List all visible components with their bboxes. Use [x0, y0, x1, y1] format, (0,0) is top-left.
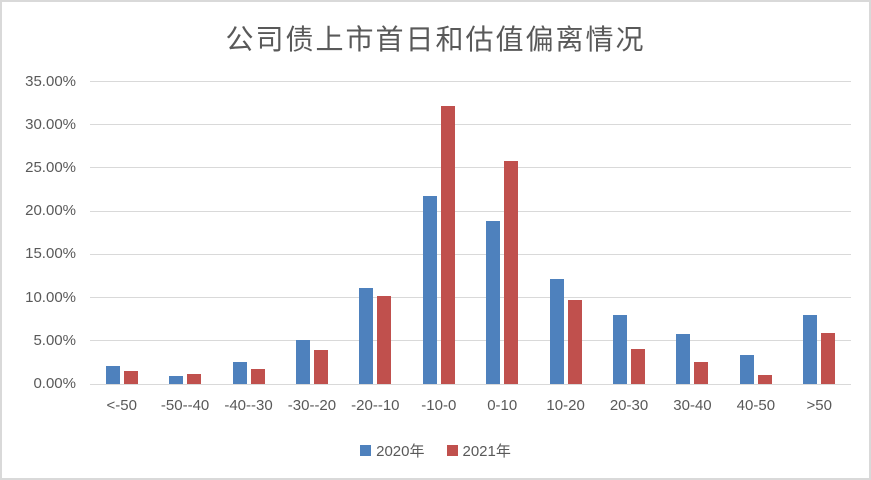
legend-label: 2021年	[462, 443, 511, 460]
legend-item-2021年: 2021年	[446, 440, 511, 461]
x-axis-category-label: >50	[806, 397, 832, 414]
gridline	[90, 383, 851, 385]
bar-2020年-<-50	[105, 365, 120, 384]
x-axis-category-label: 40-50	[736, 397, 776, 414]
chart-title: 公司债上市首日和估值偏离情况	[225, 23, 646, 56]
bar-2021年--20--10	[377, 295, 392, 384]
legend: 2020年 2021年	[2, 440, 869, 461]
gridline	[90, 210, 851, 212]
legend-label: 2020年	[376, 443, 425, 460]
y-axis-tick-label: 10.00%	[25, 288, 76, 306]
bar-2020年--40--30	[232, 361, 247, 384]
legend-item-2020年: 2020年	[360, 440, 425, 461]
y-axis-tick-label: 20.00%	[25, 202, 76, 220]
x-axis-category-label: <-50	[106, 397, 137, 414]
x-axis-category-label: 30-40	[673, 397, 712, 414]
bar-2021年--10-0	[440, 105, 455, 384]
bar-2020年--50--40	[169, 376, 184, 384]
y-axis-tick-label: 0.00%	[33, 375, 76, 392]
gridline	[90, 167, 851, 169]
bar-2020年--20--10	[359, 288, 374, 384]
x-axis-category-label: 10-20	[546, 397, 585, 414]
legend-swatch-2021年	[446, 445, 458, 456]
y-axis-tick-label: 30.00%	[25, 115, 76, 133]
bar-2021年--50--40	[187, 373, 202, 384]
y-axis-tick-label: 5.00%	[33, 331, 76, 349]
x-axis-category-label: 0-10	[487, 397, 518, 414]
bar-2021年-40-50	[757, 375, 772, 384]
gridline	[90, 340, 851, 342]
bar-2020年--30--20	[295, 339, 310, 384]
bar-2021年-0-10	[504, 161, 519, 384]
bar-2020年-30-40	[676, 333, 691, 384]
x-axis-category-label: -30--20	[287, 397, 337, 414]
bar-2021年->50	[821, 333, 836, 384]
bar-2021年--30--20	[313, 350, 328, 384]
bar-2021年-20-30	[631, 348, 646, 384]
bar-2021年-<-50	[123, 371, 138, 384]
x-axis-category-label: -50--40	[160, 397, 210, 414]
bar-2020年-10-20	[549, 279, 564, 384]
bar-2020年--10-0	[422, 196, 437, 384]
bar-2021年--40--30	[250, 369, 265, 384]
gridline	[90, 253, 851, 255]
gridline	[90, 297, 851, 299]
bar-2020年-40-50	[739, 354, 754, 384]
bar-2020年-20-30	[613, 314, 628, 384]
x-axis-category-label: -20--10	[351, 397, 400, 414]
x-axis-category-label: -10-0	[421, 397, 457, 414]
bar-2021年-10-20	[567, 300, 582, 384]
bar-2020年-0-10	[486, 220, 501, 384]
bar-2021年-30-40	[694, 361, 709, 384]
gridline	[90, 81, 851, 82]
legend-swatch-2020年	[360, 445, 372, 456]
y-axis-tick-label: 25.00%	[25, 158, 76, 176]
x-axis-category-label: -40--30	[224, 397, 273, 414]
gridline	[90, 124, 851, 126]
y-axis-tick-label: 15.00%	[25, 245, 76, 263]
bar-2020年->50	[803, 314, 818, 384]
y-axis-tick-label: 35.00%	[25, 72, 76, 90]
x-axis-category-label: 20-30	[609, 397, 649, 414]
